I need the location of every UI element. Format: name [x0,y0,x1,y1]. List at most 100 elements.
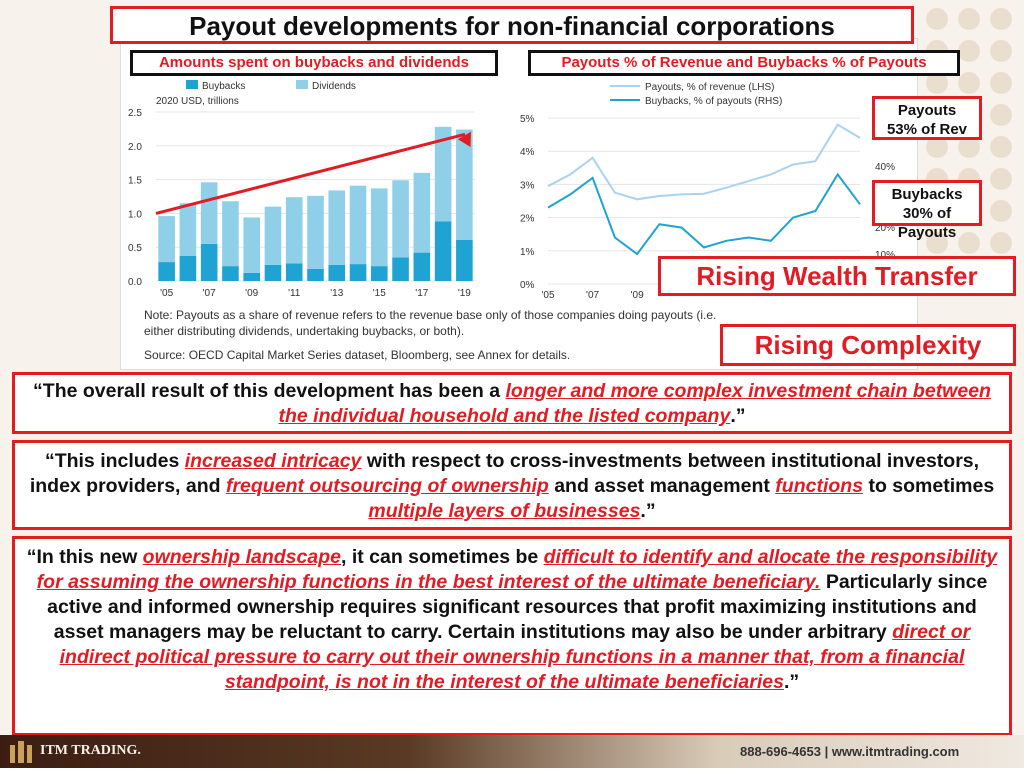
bar-dividends [413,172,431,253]
callout-buybacks: Buybacks 30% of Payouts [872,180,982,241]
q3-g: .” [783,671,800,693]
bar-buybacks [307,268,324,281]
x-tick-label: '05 [541,290,554,301]
q3-highlight-difficult: difficult to identify and allocate the r… [36,546,998,593]
trend-arrow-head [457,131,471,148]
pattern-dot [990,104,1012,126]
trend-arrow-line [155,132,466,215]
quote-1: “The overall result of this development … [12,372,1012,434]
q2-highlight-functions: functions [775,475,864,497]
pattern-dot [990,72,1012,94]
q2-c: with respect to cross-investments betwee… [29,450,980,497]
chart-note: Note: Payouts as a share of revenue refe… [144,308,717,338]
q2-e: and asset management [548,475,776,497]
pattern-dot [926,136,948,158]
footer-bar: ITM TRADING. 888-696-4653 | www.itmtradi… [0,735,1024,768]
label-buybacks-dividends: Amounts spent on buybacks and dividends [130,50,498,76]
brand-name: ITM TRADING. [40,743,141,758]
y-tick-label-left: 1% [520,247,535,258]
bar-buybacks [285,263,303,281]
pattern-dot [926,232,948,254]
bar-dividends [200,182,218,244]
q2-highlight-intricacy: increased intricacy [184,450,362,472]
label-payouts-percent: Payouts % of Revenue and Buybacks % of P… [528,50,960,76]
bar-dividends [307,195,324,269]
pattern-dot [926,8,948,30]
bar-chart: Buybacks Dividends 2020 USD, trillions 0.0 0… [128,80,475,299]
bar-buybacks [179,255,197,281]
y-tick-label-right: 40% [875,162,895,173]
bar-buybacks [243,272,260,281]
footer-contact: 888-696-4653 | www.itmtrading.com [740,744,960,759]
quote-1-text: “The overall result of this development … [33,380,506,402]
y-tick-label-left: 0% [520,280,535,291]
pattern-dot [990,168,1012,190]
legend-label-buybacks: Buybacks [202,81,245,92]
y-tick-label-left: 3% [520,180,535,191]
legend-swatch-buybacks [186,80,198,89]
q2-a: “This includes [44,450,185,472]
q3-e: Particularly since active and informed o… [47,571,988,643]
itm-logo-icon [8,739,34,765]
quote-2: “This includes increased intricacy with … [12,440,1012,530]
x-tick-label: '11 [288,288,301,299]
bar-buybacks [200,243,218,281]
x-tick-label: '17 [415,288,428,299]
bar-dividends [243,217,260,273]
q3-highlight-political: direct or indirect political pressure to… [59,621,971,693]
bar-buybacks [158,262,175,281]
bar-dividends [456,129,473,240]
pattern-dot [990,8,1012,30]
bar-buybacks [456,239,473,281]
y-tick-label-left: 5% [520,114,535,125]
quote-1-highlight: longer and more complex investment chain… [278,380,991,427]
y-tick-label: 2.0 [128,142,142,153]
x-tick-label: '15 [373,288,386,299]
bar-dividends [179,203,197,256]
pattern-dot [958,232,980,254]
bar-dividends [392,180,409,258]
y-tick-label: 0.5 [128,243,142,254]
legend-label-buybacks-rhs: Buybacks, % of payouts (RHS) [645,96,782,107]
bar-buybacks [349,264,367,281]
x-tick-label: '05 [160,288,173,299]
pattern-dot [990,232,1012,254]
q3-a: “In this new [26,546,143,568]
q2-i: .” [640,500,656,522]
y-tick-label-left: 4% [520,147,535,158]
bar-buybacks [392,257,409,281]
q2-g: to sometimes [863,475,995,497]
chart-source: Source: OECD Capital Market Series datas… [144,348,571,362]
bar-buybacks [371,266,388,281]
pattern-dot [990,200,1012,222]
rising-wealth-transfer: Rising Wealth Transfer [658,256,1016,296]
y-tick-label: 1.0 [128,209,142,220]
bar-dividends [222,201,239,267]
x-tick-label: '13 [330,288,343,299]
unit-label: 2020 USD, trillions [156,96,239,107]
y-tick-label: 2.5 [128,108,142,119]
bar-dividends [328,190,346,265]
slide-title: Payout developments for non-financial co… [110,6,914,44]
bar-buybacks [328,264,346,281]
pattern-dot [990,136,1012,158]
x-tick-label: '07 [203,288,216,299]
rising-complexity: Rising Complexity [720,324,1016,366]
x-tick-label: '19 [458,288,471,299]
bar-dividends [434,126,452,222]
series-line-buybacks [547,172,861,256]
legend-label-dividends: Dividends [312,81,356,92]
q3-c: , it can sometimes be [340,546,544,568]
quote-3: “In this new ownership landscape, it can… [12,536,1012,736]
x-tick-label: '09 [245,288,258,299]
quote-1-end: .” [730,405,746,427]
legend-swatch-dividends [296,80,308,89]
pattern-dot [958,40,980,62]
bar-buybacks [222,266,239,281]
pattern-dot [958,72,980,94]
series-line-payouts [547,123,861,201]
pattern-dot [958,136,980,158]
bar-buybacks [264,264,282,281]
bar-dividends [371,188,388,267]
pattern-dot [958,8,980,30]
